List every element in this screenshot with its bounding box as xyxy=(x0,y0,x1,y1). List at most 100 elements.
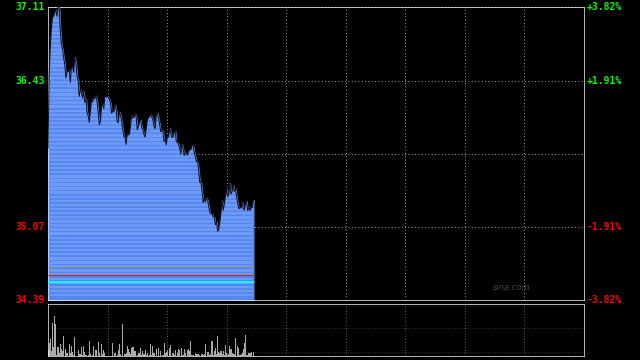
Bar xyxy=(243,349,244,356)
Bar xyxy=(220,351,221,356)
Bar xyxy=(131,348,132,356)
Bar xyxy=(70,353,71,356)
Bar xyxy=(141,355,142,356)
Bar xyxy=(173,355,175,356)
Bar xyxy=(244,343,245,356)
Bar xyxy=(221,354,223,356)
Text: -1.91%: -1.91% xyxy=(587,222,622,232)
Bar xyxy=(166,352,167,356)
Bar xyxy=(164,354,166,356)
Bar xyxy=(50,338,51,356)
Bar xyxy=(63,336,64,356)
Bar xyxy=(239,355,241,356)
Bar xyxy=(208,352,209,356)
Bar xyxy=(95,350,97,356)
Bar xyxy=(147,354,148,356)
Bar xyxy=(179,350,180,356)
Bar xyxy=(154,353,155,356)
Bar xyxy=(218,352,220,356)
Bar xyxy=(250,352,252,356)
Bar xyxy=(67,353,68,356)
Bar xyxy=(142,351,143,356)
Bar xyxy=(51,351,52,356)
Bar xyxy=(139,353,140,356)
Text: -3.82%: -3.82% xyxy=(587,296,622,306)
Bar xyxy=(82,355,83,356)
Bar xyxy=(127,346,128,356)
Bar xyxy=(73,355,74,356)
Bar xyxy=(80,354,81,356)
Bar xyxy=(83,346,84,356)
Bar xyxy=(163,343,164,356)
Bar xyxy=(204,354,205,356)
Bar xyxy=(214,351,215,356)
Bar xyxy=(190,341,191,356)
Bar xyxy=(217,336,218,356)
Bar xyxy=(62,351,63,356)
Text: sina.com: sina.com xyxy=(493,283,530,292)
Bar xyxy=(226,353,227,356)
Bar xyxy=(54,316,55,356)
Bar xyxy=(237,346,238,356)
Bar xyxy=(170,345,172,356)
Bar xyxy=(187,350,188,356)
Bar xyxy=(92,355,93,356)
Bar xyxy=(223,351,224,356)
Bar xyxy=(81,347,82,356)
Bar xyxy=(181,348,182,356)
Bar xyxy=(52,323,53,356)
Bar xyxy=(198,354,199,356)
Bar xyxy=(177,353,178,356)
Bar xyxy=(71,346,72,356)
Bar xyxy=(59,353,60,356)
Bar xyxy=(225,345,226,356)
Bar xyxy=(185,353,186,356)
Bar xyxy=(119,344,120,356)
Bar xyxy=(232,354,233,356)
Bar xyxy=(151,355,152,356)
Bar xyxy=(207,352,208,356)
Bar xyxy=(65,349,67,356)
Bar xyxy=(175,350,176,356)
Bar xyxy=(253,352,254,356)
Bar xyxy=(132,347,133,356)
Bar xyxy=(116,355,118,356)
Bar xyxy=(216,354,217,356)
Bar xyxy=(248,354,250,356)
Text: 37.11: 37.11 xyxy=(15,2,45,12)
Bar xyxy=(47,350,49,356)
Bar xyxy=(199,355,200,356)
Bar xyxy=(215,348,216,356)
Bar xyxy=(149,355,150,356)
Bar xyxy=(191,355,193,356)
Bar xyxy=(152,346,154,356)
Bar xyxy=(158,348,159,356)
Bar xyxy=(124,354,125,356)
Text: 35.07: 35.07 xyxy=(15,222,45,232)
Bar xyxy=(228,354,229,356)
Bar xyxy=(120,354,121,356)
Bar xyxy=(196,354,197,356)
Bar xyxy=(230,349,232,356)
Bar xyxy=(193,355,194,356)
Bar xyxy=(178,349,179,356)
Bar xyxy=(234,354,235,356)
Bar xyxy=(88,355,89,356)
Bar xyxy=(211,341,212,356)
Bar xyxy=(212,355,214,356)
Bar xyxy=(150,344,151,356)
Bar xyxy=(90,354,91,356)
Bar xyxy=(58,347,59,356)
Bar xyxy=(118,350,119,356)
Bar xyxy=(209,355,211,356)
Bar xyxy=(85,355,86,356)
Bar xyxy=(227,355,228,356)
Bar xyxy=(167,350,168,356)
Bar xyxy=(172,353,173,356)
Bar xyxy=(238,348,239,356)
Bar xyxy=(140,348,141,356)
Bar xyxy=(98,342,99,356)
Bar xyxy=(205,345,206,356)
Bar xyxy=(89,341,90,356)
Bar xyxy=(195,353,196,356)
